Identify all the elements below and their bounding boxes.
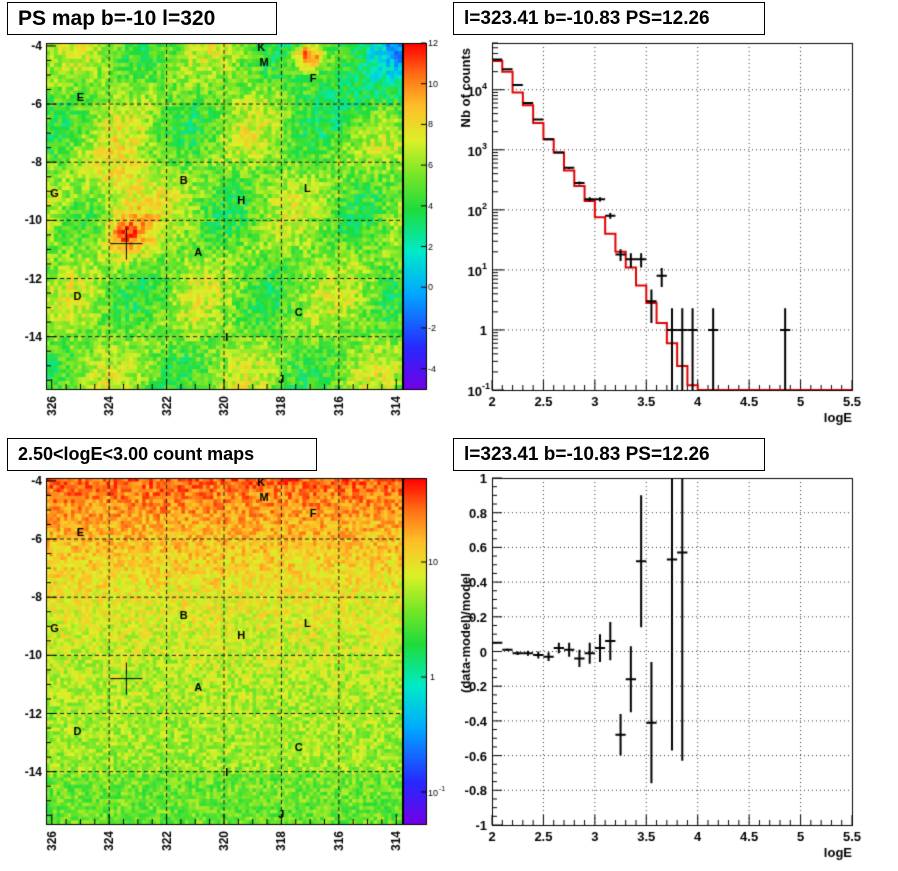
residual-title: l=323.41 b=-10.83 PS=12.26: [453, 438, 765, 471]
map-top-title: PS map b=-10 l=320: [7, 2, 277, 35]
map-bottom-title: 2.50<logE<3.00 count maps: [7, 438, 317, 471]
spectrum-title: l=323.41 b=-10.83 PS=12.26: [453, 2, 765, 35]
